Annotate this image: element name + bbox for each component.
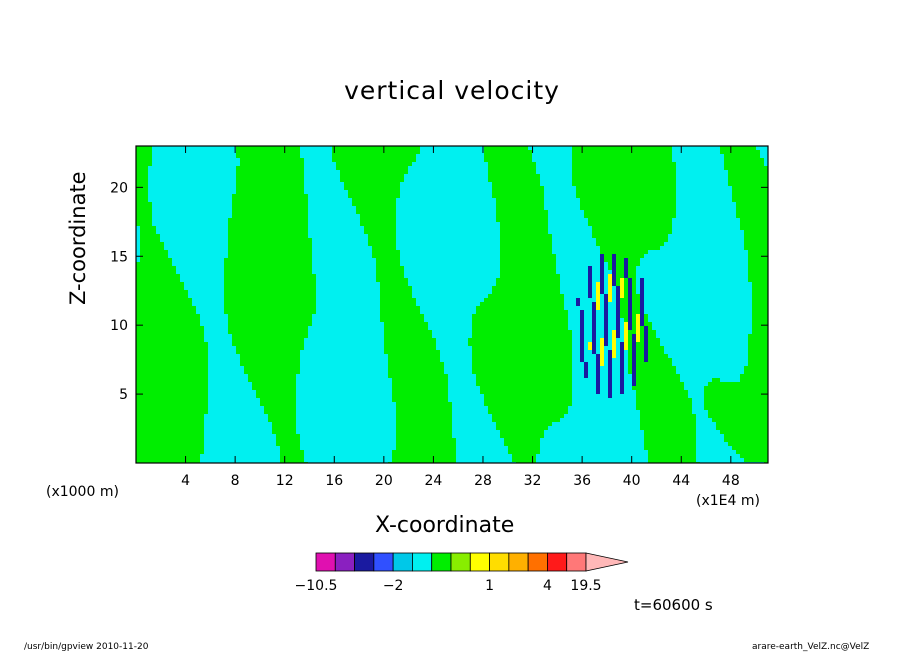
x-tick-label: 48 — [722, 473, 740, 489]
colorbar-segment — [470, 553, 489, 571]
colorbar-segment — [316, 553, 335, 571]
x-tick-label: 44 — [672, 473, 690, 489]
x-tick-label: 20 — [375, 473, 393, 489]
y-tick-label: 20 — [110, 180, 128, 196]
colorbar-arrow — [586, 553, 628, 571]
colorbar-segment — [547, 553, 566, 571]
colorbar-tick-label: 4 — [543, 578, 552, 594]
colorbar-segment — [490, 553, 509, 571]
x-tick-label: 40 — [623, 473, 641, 489]
x-tick-label: 32 — [524, 473, 542, 489]
colorbar-tick-label: 19.5 — [570, 578, 601, 594]
colorbar-segment — [528, 553, 547, 571]
colorbar-segment — [412, 553, 431, 571]
colorbar-segment — [432, 553, 451, 571]
y-tick-label: 5 — [119, 387, 128, 403]
colorbar-segment — [451, 553, 470, 571]
x-tick-label: 28 — [474, 473, 492, 489]
x-tick-label: 36 — [573, 473, 591, 489]
x-tick-label: 4 — [181, 473, 190, 489]
colorbar-tick-label: 1 — [485, 578, 494, 594]
y-tick-label: 15 — [110, 249, 128, 265]
y-tick-label: 10 — [110, 318, 128, 334]
x-tick-label: 12 — [276, 473, 294, 489]
colorbar: −10.5 −2 1 4 19.5 — [295, 553, 628, 594]
colorbar-segment — [509, 553, 528, 571]
colorbar-tick-label: −10.5 — [295, 578, 338, 594]
x-tick-label: 16 — [325, 473, 343, 489]
colorbar-tick-label: −2 — [383, 578, 404, 594]
colorbar-segment — [355, 553, 374, 571]
x-tick-label: 8 — [231, 473, 240, 489]
velocity-field — [136, 146, 769, 467]
colorbar-segment — [393, 553, 412, 571]
colorbar-segment — [374, 553, 393, 571]
colorbar-segment — [335, 553, 354, 571]
colorbar-segment — [567, 553, 586, 571]
x-tick-label: 24 — [424, 473, 442, 489]
